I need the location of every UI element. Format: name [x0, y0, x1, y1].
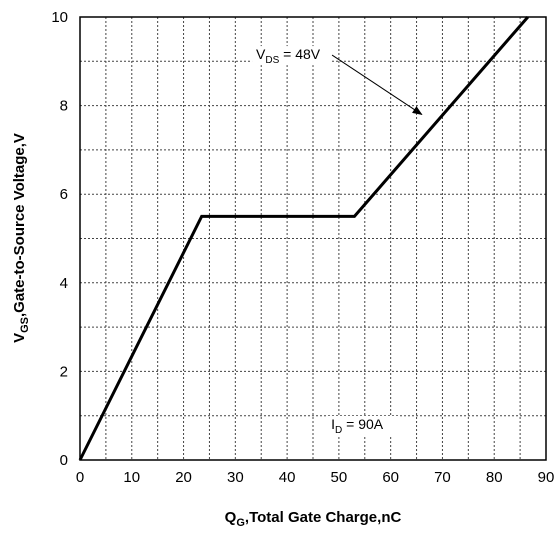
x-tick-label: 60 [382, 469, 399, 486]
annotations: VDS = 48V ID = 90A [252, 46, 423, 436]
y-tick-label: 8 [60, 98, 68, 115]
annotation-arrow [331, 54, 423, 116]
y-tick-label: 0 [60, 452, 68, 469]
x-tick-label: 20 [175, 469, 192, 486]
gate-charge-curve [78, 16, 530, 461]
x-axis-ticks: 0 10 20 30 40 50 60 70 80 90 [76, 469, 555, 486]
x-axis-label: QG,Total Gate Charge,nC [225, 509, 402, 529]
y-tick-label: 6 [60, 186, 68, 203]
annotation-label: VDS = 48V [256, 46, 321, 66]
x-tick-label: 30 [227, 469, 244, 486]
y-axis-label: VGS,Gate-to-Source Voltage,V [11, 133, 31, 343]
y-tick-label: 4 [60, 275, 68, 292]
annotation-background [252, 46, 331, 66]
grid [80, 17, 546, 460]
series-layer [78, 16, 530, 461]
y-tick-label: 2 [60, 363, 68, 380]
x-tick-label: 90 [538, 469, 555, 486]
annotation-background [327, 415, 400, 435]
annotation-label: ID = 90A [331, 416, 384, 436]
x-tick-label: 50 [331, 469, 348, 486]
plot-frame [79, 16, 547, 461]
x-tick-label: 40 [279, 469, 296, 486]
x-tick-label: 10 [123, 469, 140, 486]
x-tick-label: 80 [486, 469, 503, 486]
y-axis-ticks: 0 2 4 6 8 10 [51, 9, 68, 469]
x-tick-label: 70 [434, 469, 451, 486]
x-tick-label: 0 [76, 469, 84, 486]
y-tick-label: 10 [51, 9, 68, 26]
